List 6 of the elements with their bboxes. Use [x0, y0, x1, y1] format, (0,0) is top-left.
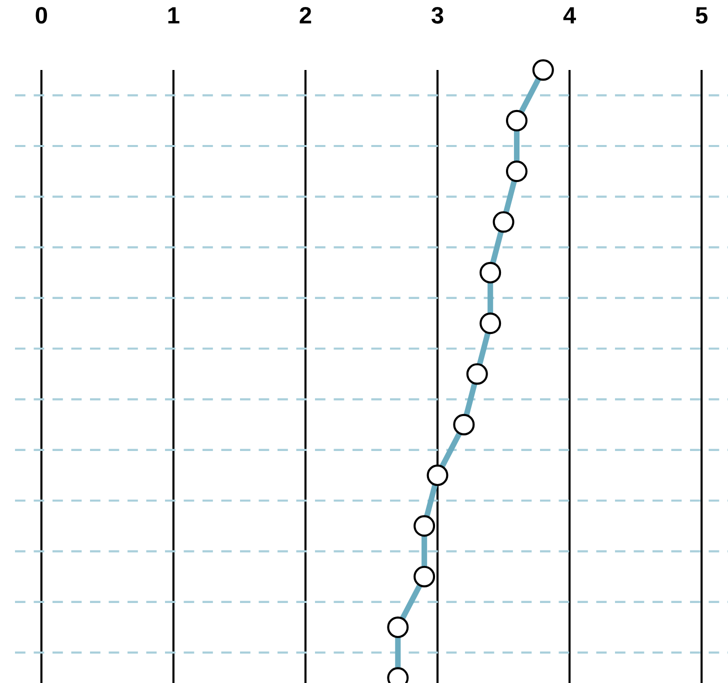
x-tick-label: 1 [168, 7, 180, 24]
x-tick-label: 4 [563, 7, 576, 24]
x-tick-label: 0 [36, 6, 48, 24]
x-tick-label: 5 [696, 7, 708, 24]
x-tick-label: 2 [300, 6, 312, 24]
x-tick-label: 3 [431, 6, 444, 24]
